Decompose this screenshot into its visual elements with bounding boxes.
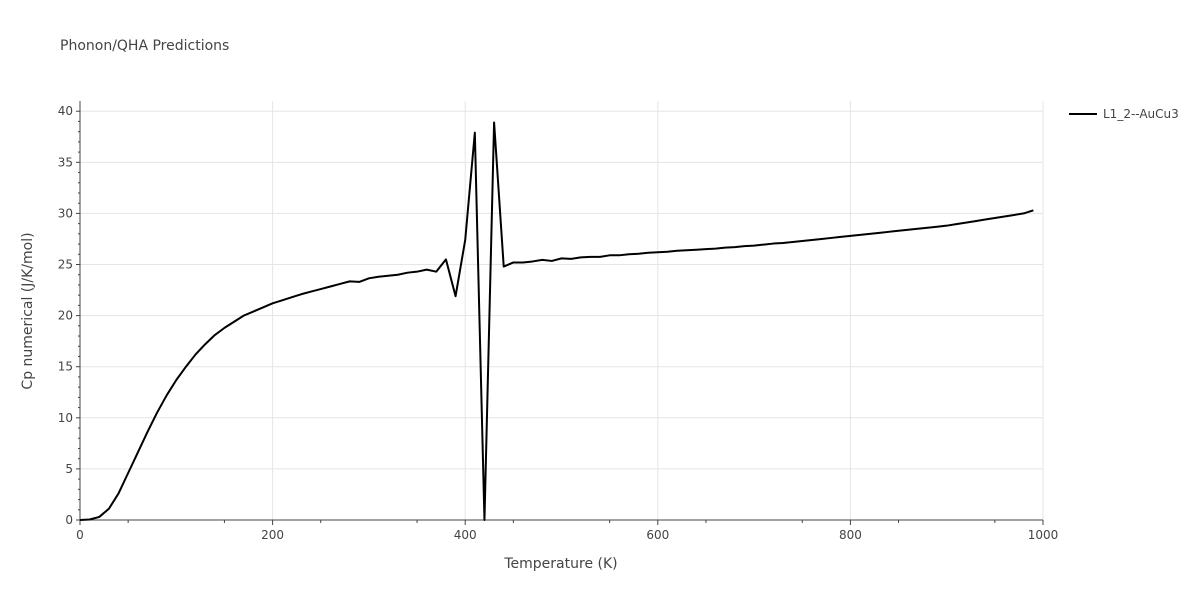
y-tick-label: 25 [58,258,73,272]
x-tick-label: 1000 [1028,528,1059,542]
y-tick-label: 40 [58,104,73,118]
y-tick-label: 10 [58,411,73,425]
y-tick-label: 5 [65,462,73,476]
x-tick-label: 400 [454,528,477,542]
series-layer [79,121,1034,521]
x-tick-label: 200 [261,528,284,542]
grid-lines [80,101,1044,520]
y-tick-label: 35 [58,155,73,169]
y-tick-label: 15 [58,360,73,374]
legend-label-l1-2-aucu3: L1_2--AuCu3 [1103,107,1179,121]
x-tick-label: 800 [839,528,862,542]
x-axis-label: Temperature (K) [503,556,617,572]
y-tick-label: 0 [65,513,73,527]
legend[interactable]: L1_2--AuCu3 [1069,107,1179,121]
y-axis-label: Cp numerical (J/K/mol) [20,232,36,389]
x-tick-label: 0 [76,528,84,542]
y-tick-label: 20 [58,309,73,323]
series-line-l1-2-aucu3[interactable] [79,121,1034,521]
y-tick-label: 30 [58,206,73,220]
x-tick-label: 600 [646,528,669,542]
chart-title: Phonon/QHA Predictions [60,38,229,54]
